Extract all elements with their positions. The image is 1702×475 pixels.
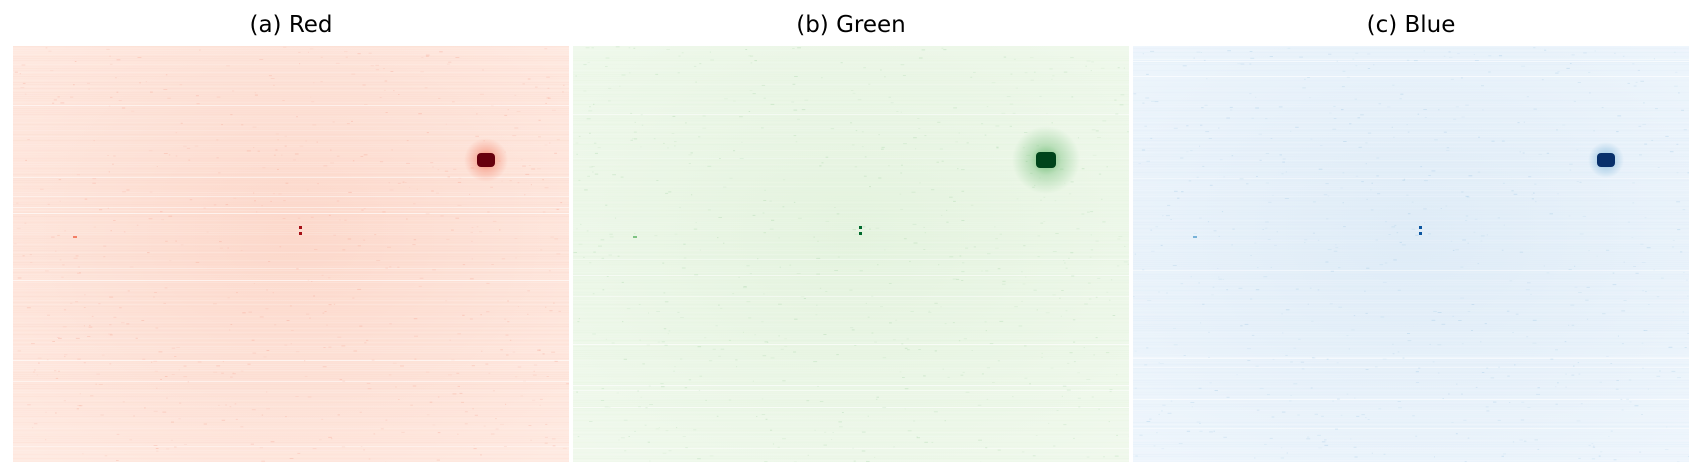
panel-title-red: (a) Red — [249, 12, 333, 38]
image-shading — [573, 46, 1129, 462]
hot-pixel — [1419, 226, 1422, 229]
speckle-noise — [1133, 47, 1689, 462]
image-shading — [13, 46, 569, 462]
hot-pixel — [1193, 236, 1197, 238]
panel-green-channel: (b) Green — [573, 0, 1129, 475]
speckle-noise — [14, 46, 569, 462]
scan-line-noise — [573, 46, 1129, 461]
hot-pixel — [1419, 232, 1422, 235]
hot-pixel — [633, 236, 637, 238]
hot-pixel — [859, 226, 862, 229]
speckle-noise — [573, 46, 1129, 462]
panel-title-blue: (c) Blue — [1366, 12, 1456, 38]
hot-pixel — [859, 232, 862, 235]
blue-channel-image — [1133, 46, 1689, 462]
bright-spot — [1036, 152, 1056, 168]
green-channel-image — [573, 46, 1129, 462]
hot-pixel — [73, 236, 77, 238]
panel-red-channel: (a) Red — [13, 0, 569, 475]
image-shading — [1133, 46, 1689, 462]
hot-pixel — [299, 226, 302, 229]
scan-line-noise — [1133, 46, 1689, 461]
hot-pixel — [299, 232, 302, 235]
bright-spot — [477, 153, 495, 167]
bright-spot — [1597, 153, 1615, 167]
red-channel-image — [13, 46, 569, 462]
panel-blue-channel: (c) Blue — [1133, 0, 1689, 475]
panel-title-green: (b) Green — [796, 12, 906, 38]
scan-line-noise — [13, 46, 569, 461]
